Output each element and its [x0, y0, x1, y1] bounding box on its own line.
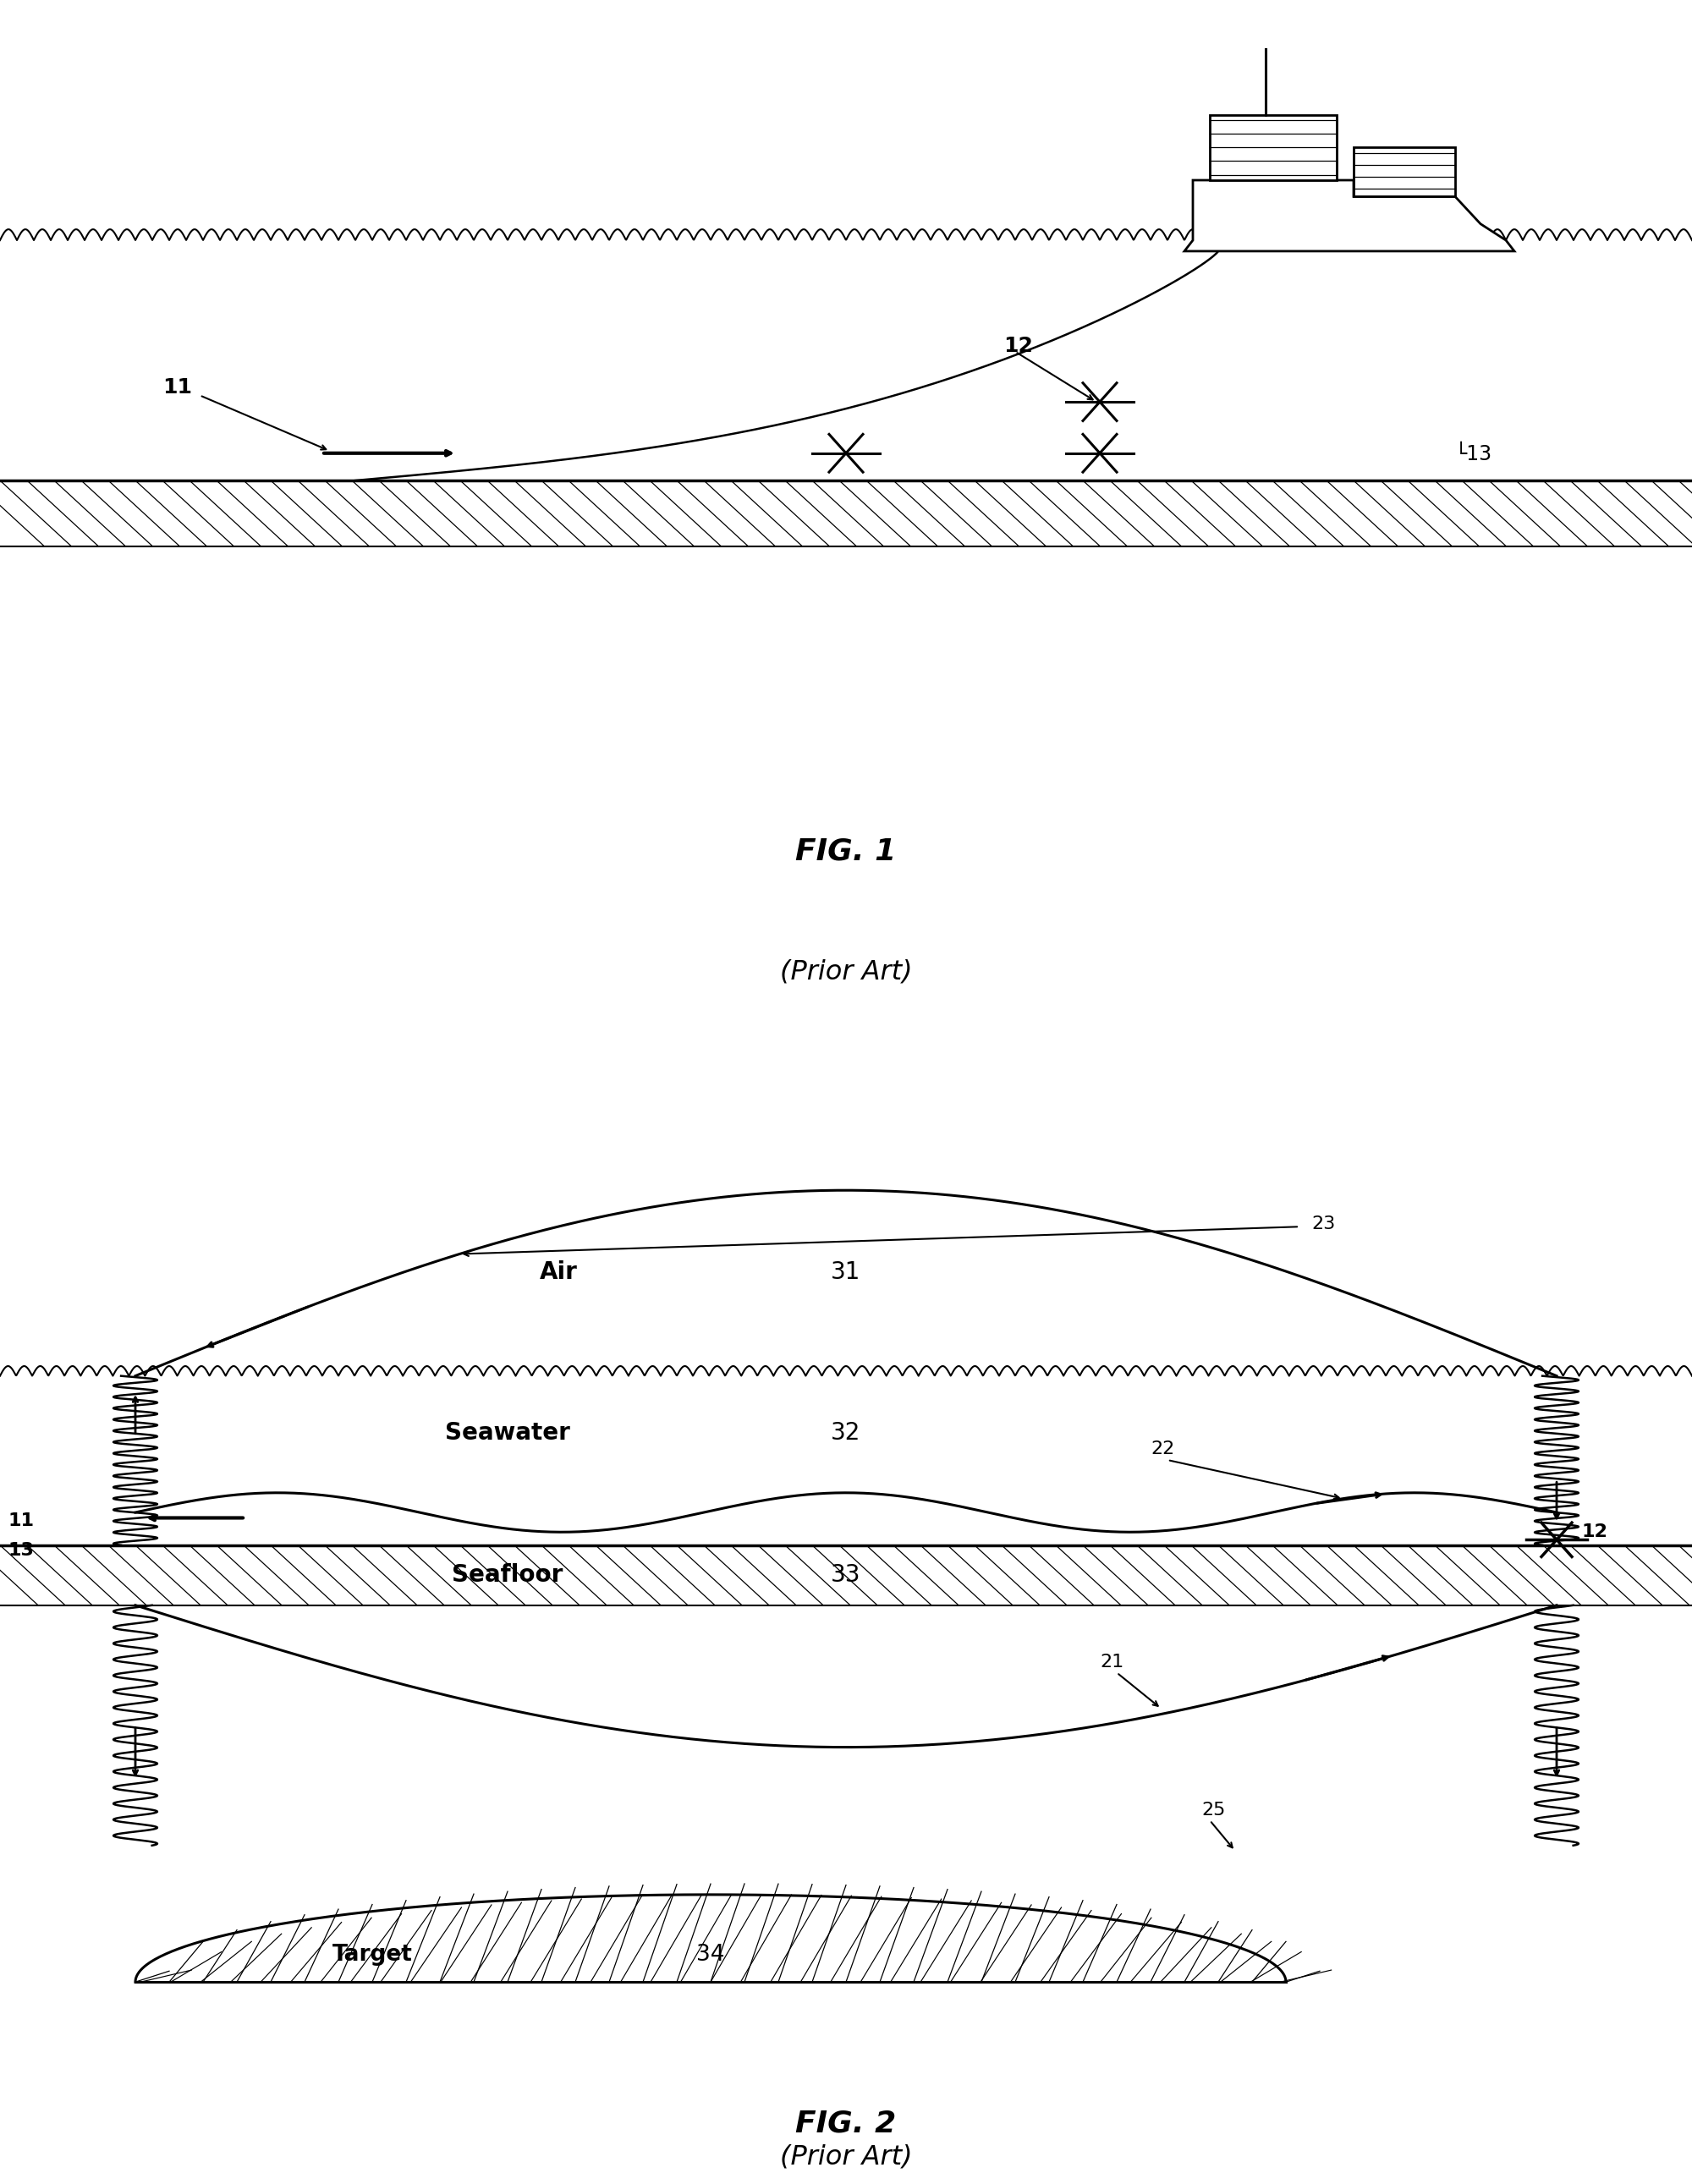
Text: └13: └13: [1455, 443, 1492, 465]
Text: 22: 22: [1151, 1441, 1174, 1459]
Text: Target: Target: [332, 1944, 413, 1966]
Text: Air: Air: [540, 1260, 577, 1284]
Text: Seawater: Seawater: [445, 1422, 570, 1446]
Text: Seafloor: Seafloor: [452, 1564, 563, 1588]
Polygon shape: [1210, 116, 1337, 179]
Text: FIG. 2: FIG. 2: [795, 2110, 897, 2138]
Text: 12: 12: [1003, 336, 1032, 356]
Text: FIG. 1: FIG. 1: [795, 836, 897, 867]
Text: 33: 33: [831, 1564, 861, 1588]
Polygon shape: [135, 1896, 1286, 1983]
Text: 34: 34: [697, 1944, 724, 1966]
Text: 13: 13: [8, 1542, 34, 1559]
Text: 32: 32: [831, 1422, 861, 1446]
Polygon shape: [1354, 146, 1455, 197]
Text: (Prior Art): (Prior Art): [780, 959, 912, 985]
Text: (Prior Art): (Prior Art): [780, 2143, 912, 2171]
Polygon shape: [1184, 179, 1514, 251]
Text: 11: 11: [162, 378, 193, 397]
Text: 12: 12: [1582, 1524, 1607, 1540]
Text: 23: 23: [1311, 1214, 1335, 1232]
Text: 21: 21: [1100, 1653, 1123, 1671]
Text: 31: 31: [831, 1260, 861, 1284]
Text: 11: 11: [8, 1514, 34, 1529]
Text: 25: 25: [1201, 1802, 1225, 1817]
